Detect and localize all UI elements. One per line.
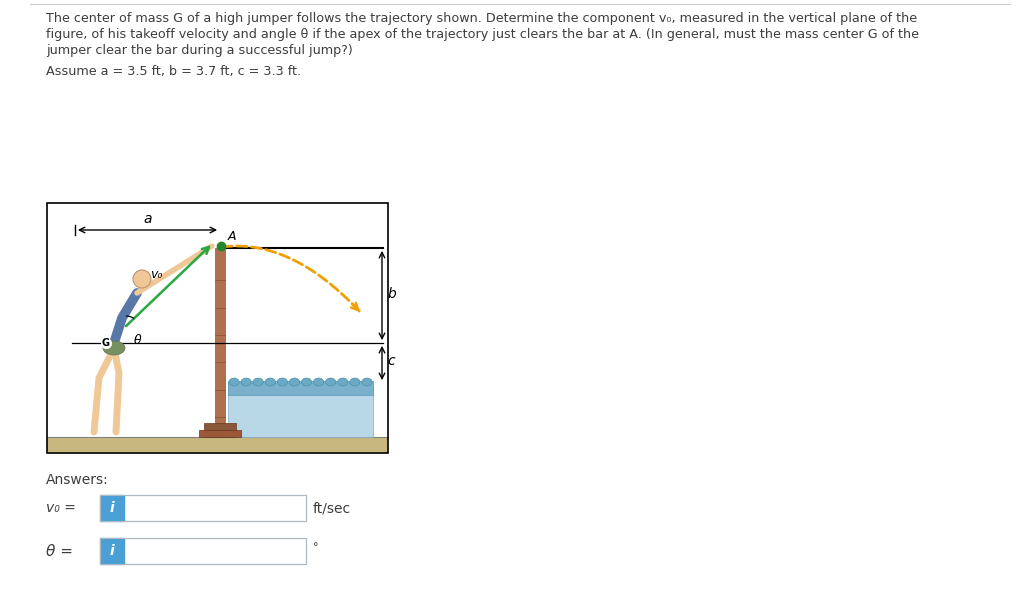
Bar xyxy=(228,383,373,437)
Ellipse shape xyxy=(289,378,300,386)
Text: figure, of his takeoff velocity and angle θ if the apex of the trajectory just c: figure, of his takeoff velocity and angl… xyxy=(46,28,919,41)
FancyBboxPatch shape xyxy=(100,495,124,521)
Ellipse shape xyxy=(338,378,348,386)
Bar xyxy=(199,430,241,437)
Text: a: a xyxy=(143,212,151,226)
Ellipse shape xyxy=(350,378,360,386)
Bar xyxy=(215,248,225,437)
Text: Assume a = 3.5 ft, b = 3.7 ft, c = 3.3 ft.: Assume a = 3.5 ft, b = 3.7 ft, c = 3.3 f… xyxy=(46,65,301,78)
Ellipse shape xyxy=(277,378,287,386)
Text: c: c xyxy=(387,354,394,368)
Text: i: i xyxy=(109,501,114,515)
Bar xyxy=(124,538,306,564)
Text: The center of mass G of a high jumper follows the trajectory shown. Determine th: The center of mass G of a high jumper fo… xyxy=(46,12,917,25)
Bar xyxy=(204,423,236,437)
FancyBboxPatch shape xyxy=(100,538,124,564)
Circle shape xyxy=(133,270,151,288)
Ellipse shape xyxy=(103,341,125,355)
Text: b: b xyxy=(387,287,396,300)
Text: Answers:: Answers: xyxy=(46,473,109,487)
Bar xyxy=(124,495,306,521)
Ellipse shape xyxy=(265,378,275,386)
Ellipse shape xyxy=(253,378,264,386)
Ellipse shape xyxy=(302,378,312,386)
Text: G: G xyxy=(102,338,110,348)
Text: ft/sec: ft/sec xyxy=(313,501,351,515)
Ellipse shape xyxy=(362,378,372,386)
Bar xyxy=(47,437,388,453)
Bar xyxy=(228,381,373,395)
Text: °: ° xyxy=(313,542,318,552)
Text: θ: θ xyxy=(134,334,141,347)
Text: v₀: v₀ xyxy=(150,267,163,281)
Bar xyxy=(100,495,306,521)
Ellipse shape xyxy=(241,378,251,386)
Ellipse shape xyxy=(313,378,323,386)
Ellipse shape xyxy=(229,378,239,386)
Ellipse shape xyxy=(325,378,336,386)
Text: θ =: θ = xyxy=(46,543,73,558)
Text: v₀ =: v₀ = xyxy=(46,501,76,515)
Bar xyxy=(100,538,306,564)
Text: i: i xyxy=(109,544,114,558)
Text: A: A xyxy=(228,230,237,243)
Text: jumper clear the bar during a successful jump?): jumper clear the bar during a successful… xyxy=(46,44,352,57)
Bar xyxy=(47,203,388,453)
Bar xyxy=(47,203,388,453)
